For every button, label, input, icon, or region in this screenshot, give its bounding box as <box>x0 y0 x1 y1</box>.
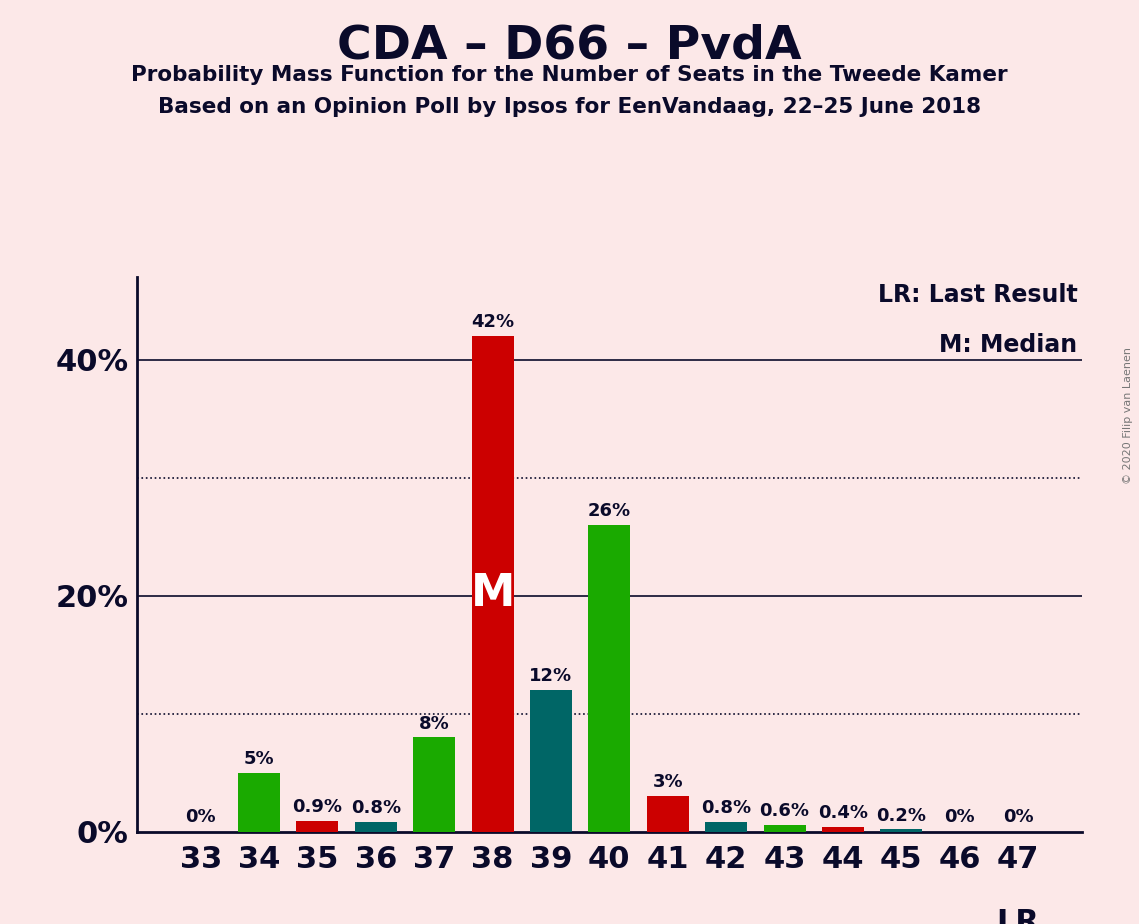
Bar <box>589 525 630 832</box>
Text: 26%: 26% <box>588 502 631 520</box>
Text: Based on an Opinion Poll by Ipsos for EenVandaag, 22–25 June 2018: Based on an Opinion Poll by Ipsos for Ee… <box>158 97 981 117</box>
Bar <box>822 827 863 832</box>
Text: 0.6%: 0.6% <box>760 802 810 820</box>
Bar <box>355 822 396 832</box>
Bar <box>238 772 280 832</box>
Text: 0.9%: 0.9% <box>293 798 343 816</box>
Text: 0.4%: 0.4% <box>818 804 868 822</box>
Bar <box>880 829 923 832</box>
Text: 0%: 0% <box>1002 808 1033 826</box>
Text: 5%: 5% <box>244 750 274 768</box>
Text: 0%: 0% <box>186 808 216 826</box>
Bar <box>472 336 514 832</box>
Text: CDA – D66 – PvdA: CDA – D66 – PvdA <box>337 23 802 68</box>
Bar <box>296 821 338 832</box>
Text: 0.8%: 0.8% <box>351 799 401 818</box>
Text: 0.2%: 0.2% <box>876 807 926 824</box>
Text: 0.8%: 0.8% <box>702 799 752 818</box>
Bar <box>763 824 805 832</box>
Bar <box>705 822 747 832</box>
Text: © 2020 Filip van Laenen: © 2020 Filip van Laenen <box>1123 347 1133 484</box>
Text: LR: Last Result: LR: Last Result <box>877 283 1077 307</box>
Text: LR: LR <box>997 908 1040 924</box>
Text: Probability Mass Function for the Number of Seats in the Tweede Kamer: Probability Mass Function for the Number… <box>131 65 1008 85</box>
Text: 8%: 8% <box>419 714 450 733</box>
Text: 42%: 42% <box>472 313 514 332</box>
Text: M: M <box>470 572 515 615</box>
Text: M: Median: M: Median <box>940 333 1077 357</box>
Bar <box>647 796 689 832</box>
Text: 3%: 3% <box>653 773 683 792</box>
Bar <box>530 690 572 832</box>
Bar <box>413 737 456 832</box>
Text: 12%: 12% <box>530 667 573 686</box>
Text: 0%: 0% <box>944 808 975 826</box>
